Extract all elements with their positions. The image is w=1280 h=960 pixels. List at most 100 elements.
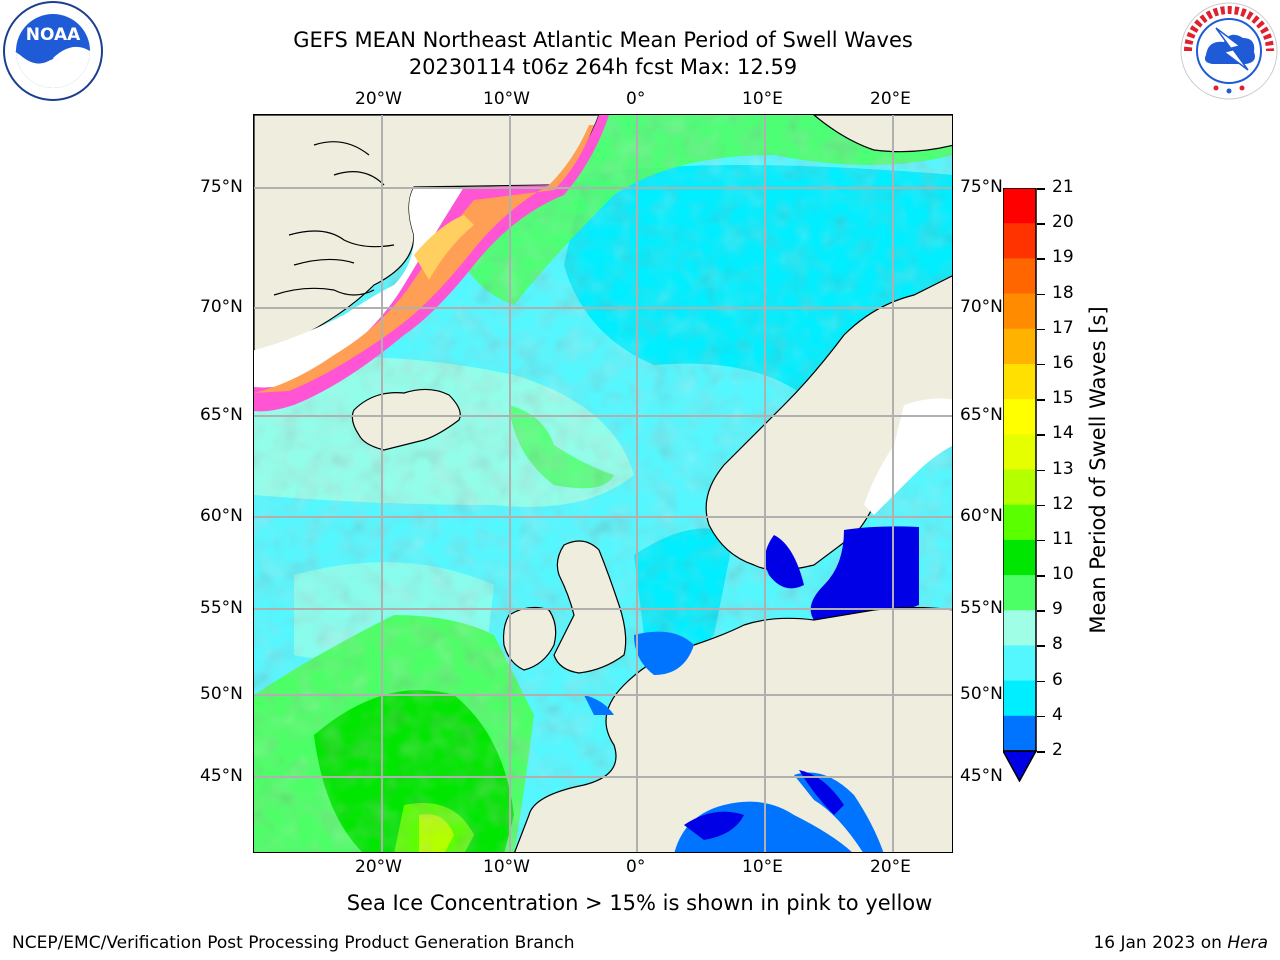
colorbar-tick-label: 11 bbox=[1052, 528, 1074, 549]
lat-label-right-60n: 60°N bbox=[960, 506, 1003, 526]
lon-label-top-10w: 10°W bbox=[483, 89, 530, 109]
north-sea-south bbox=[634, 631, 694, 675]
svg-text:NOAA: NOAA bbox=[26, 25, 81, 45]
colorbar-tick-mark bbox=[1037, 680, 1045, 683]
swell-period-map[interactable] bbox=[253, 114, 953, 853]
colorbar-tick-mark bbox=[1037, 715, 1045, 718]
colorbar-tick-mark bbox=[1037, 293, 1045, 296]
colorbar-segment bbox=[1003, 610, 1036, 646]
colorbar-tick-mark bbox=[1037, 258, 1045, 260]
colorbar-segment bbox=[1003, 645, 1036, 682]
great-britain bbox=[553, 540, 627, 674]
colorbar-segment bbox=[1003, 363, 1036, 400]
colorbar-tick-label: 16 bbox=[1052, 352, 1074, 373]
colorbar-tick-label: 18 bbox=[1052, 282, 1074, 303]
footer-credit: NCEP/EMC/Verification Post Processing Pr… bbox=[12, 933, 575, 953]
footer-host: Hera bbox=[1227, 933, 1268, 953]
lat-label-right-50n: 50°N bbox=[960, 684, 1003, 704]
colorbar-tick-label: 19 bbox=[1052, 247, 1074, 268]
lat-label-left-75n: 75°N bbox=[200, 177, 243, 197]
lon-label-top-20e: 20°E bbox=[870, 89, 911, 109]
colorbar-tick-mark bbox=[1037, 188, 1045, 190]
colorbar-segment bbox=[1003, 328, 1036, 365]
lon-label-top-20w: 20°W bbox=[355, 89, 402, 109]
lon-label-bottom-20e: 20°E bbox=[870, 857, 911, 877]
colorbar-segment bbox=[1003, 715, 1036, 752]
colorbar-segment bbox=[1003, 434, 1036, 470]
svalbard-coast bbox=[813, 115, 952, 153]
colorbar-tick-mark bbox=[1037, 399, 1045, 401]
lon-label-bottom-10w: 10°W bbox=[483, 857, 530, 877]
english-channel-west bbox=[584, 695, 614, 715]
colorbar-segment bbox=[1003, 680, 1036, 717]
lat-label-right-65n: 65°N bbox=[960, 405, 1003, 425]
lat-label-right-70n: 70°N bbox=[960, 297, 1003, 317]
map-canvas bbox=[254, 115, 952, 852]
colorbar-tick-mark bbox=[1037, 751, 1045, 753]
colorbar-tick-label: 20 bbox=[1052, 212, 1074, 233]
colorbar-ticks: 21 20 19 18 17 16 15 14 13 12 11 10 9 8 6 4 2 bbox=[1037, 177, 1080, 788]
nws-logo bbox=[1178, 0, 1280, 102]
lat-label-right-75n: 75°N bbox=[960, 177, 1003, 197]
colorbar bbox=[1001, 187, 1038, 783]
greenland-fjords bbox=[273, 141, 395, 296]
colorbar-segment bbox=[1003, 399, 1036, 435]
colorbar-tick-mark bbox=[1037, 539, 1045, 542]
colorbar-tick-mark bbox=[1037, 575, 1045, 577]
colorbar-tick-label: 6 bbox=[1052, 669, 1063, 690]
baltic-sea bbox=[810, 526, 919, 620]
colorbar-tick-label: 13 bbox=[1052, 458, 1074, 479]
lat-label-right-45n: 45°N bbox=[960, 766, 1003, 786]
colorbar-tick-mark bbox=[1037, 645, 1045, 647]
colorbar-segment bbox=[1003, 504, 1036, 541]
colorbar-extension bbox=[1001, 750, 1038, 783]
colorbar-tick-label: 21 bbox=[1052, 177, 1074, 197]
colorbar-tick-label: 15 bbox=[1052, 388, 1074, 409]
map-title: GEFS MEAN Northeast Atlantic Mean Period… bbox=[293, 28, 913, 52]
colorbar-segment bbox=[1003, 223, 1036, 259]
colorbar-tick-mark bbox=[1037, 363, 1045, 366]
colorbar-segment bbox=[1003, 293, 1036, 330]
colorbar-tick-label: 8 bbox=[1052, 634, 1063, 655]
graticule bbox=[254, 115, 952, 852]
lon-label-top-0: 0° bbox=[626, 89, 646, 109]
lon-label-bottom-0: 0° bbox=[626, 857, 646, 877]
lon-label-bottom-10e: 10°E bbox=[742, 857, 783, 877]
colorbar-tick-label: 14 bbox=[1052, 423, 1074, 444]
mediterranean-dark bbox=[684, 811, 744, 840]
colorbar-tick-label: 9 bbox=[1052, 599, 1063, 620]
lat-label-left-65n: 65°N bbox=[200, 405, 243, 425]
colorbar-segment bbox=[1003, 258, 1036, 295]
lat-label-right-55n: 55°N bbox=[960, 598, 1003, 618]
skagerrak bbox=[765, 535, 804, 589]
colorbar-tick-label: 12 bbox=[1052, 493, 1074, 514]
sea-ice-caption: Sea Ice Concentration > 15% is shown in … bbox=[346, 891, 933, 915]
colorbar-segment bbox=[1003, 469, 1036, 506]
noaa-logo: NOAA bbox=[2, 0, 104, 102]
lon-label-top-10e: 10°E bbox=[742, 89, 783, 109]
colorbar-tick-label: 4 bbox=[1052, 704, 1063, 725]
lat-label-left-60n: 60°N bbox=[200, 506, 243, 526]
colorbar-tick-label: 17 bbox=[1052, 317, 1074, 338]
colorbar-label: Mean Period of Swell Waves [s] bbox=[1086, 306, 1110, 634]
adriatic-dark bbox=[799, 770, 844, 815]
colorbar-tick-mark bbox=[1037, 328, 1045, 331]
colorbar-segment bbox=[1003, 188, 1036, 224]
colorbar-tick-mark bbox=[1037, 504, 1045, 507]
colorbar-tick-mark bbox=[1037, 223, 1045, 225]
map-subtitle: 20230114 t06z 264h fcst Max: 12.59 bbox=[408, 55, 798, 79]
greenland-coast-white bbox=[254, 187, 464, 388]
gulf-of-bothnia-ice-free bbox=[864, 398, 952, 515]
colorbar-tick-mark bbox=[1037, 469, 1045, 471]
sea-ice-yellow bbox=[414, 215, 474, 280]
footer-date: 16 Jan 2023 on Hera bbox=[1093, 933, 1268, 953]
lon-label-bottom-20w: 20°W bbox=[355, 857, 402, 877]
footer-date-text: 16 Jan 2023 on bbox=[1093, 933, 1228, 953]
colorbar-tick-mark bbox=[1037, 434, 1045, 436]
lat-label-left-45n: 45°N bbox=[200, 766, 243, 786]
colorbar-segment bbox=[1003, 575, 1036, 611]
lat-label-left-55n: 55°N bbox=[200, 598, 243, 618]
lat-label-left-50n: 50°N bbox=[200, 684, 243, 704]
colorbar-segment bbox=[1003, 539, 1036, 576]
colorbar-tick-label: 10 bbox=[1052, 564, 1074, 585]
